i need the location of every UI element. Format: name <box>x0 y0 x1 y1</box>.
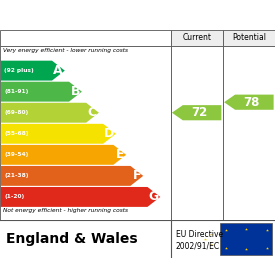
Text: 2002/91/EC: 2002/91/EC <box>176 241 220 250</box>
Polygon shape <box>1 61 65 80</box>
Text: Potential: Potential <box>232 33 266 42</box>
Text: Energy Efficiency Rating: Energy Efficiency Rating <box>8 7 210 22</box>
Polygon shape <box>1 103 99 123</box>
Bar <box>0 46 170 220</box>
Bar <box>223 30 275 46</box>
Bar <box>0 30 170 46</box>
Polygon shape <box>1 145 126 165</box>
Bar <box>170 46 223 220</box>
Text: F: F <box>133 170 141 182</box>
Polygon shape <box>172 105 221 120</box>
Text: (81-91): (81-91) <box>4 89 29 94</box>
Text: E: E <box>116 148 124 161</box>
Text: Not energy efficient - higher running costs: Not energy efficient - higher running co… <box>3 208 128 213</box>
Polygon shape <box>1 187 160 207</box>
Text: (92 plus): (92 plus) <box>4 68 34 73</box>
Text: A: A <box>53 64 63 77</box>
Text: G: G <box>148 190 158 203</box>
Polygon shape <box>1 166 143 186</box>
Text: (21-38): (21-38) <box>4 173 29 178</box>
Text: (39-54): (39-54) <box>4 152 29 157</box>
Text: (1-20): (1-20) <box>4 195 24 199</box>
Text: 72: 72 <box>191 106 208 119</box>
Text: 78: 78 <box>243 96 260 109</box>
Text: (55-68): (55-68) <box>4 131 29 136</box>
Text: Very energy efficient - lower running costs: Very energy efficient - lower running co… <box>3 48 128 53</box>
Text: Current: Current <box>182 33 211 42</box>
Text: B: B <box>70 85 80 98</box>
Text: EU Directive: EU Directive <box>176 230 223 239</box>
Bar <box>170 30 223 46</box>
Polygon shape <box>224 95 274 110</box>
Text: England & Wales: England & Wales <box>6 232 137 246</box>
Bar <box>223 46 275 220</box>
Text: C: C <box>88 106 97 119</box>
Text: D: D <box>104 127 114 140</box>
Bar <box>220 223 272 255</box>
Polygon shape <box>1 82 82 102</box>
Polygon shape <box>1 124 116 144</box>
Text: (69-80): (69-80) <box>4 110 28 115</box>
